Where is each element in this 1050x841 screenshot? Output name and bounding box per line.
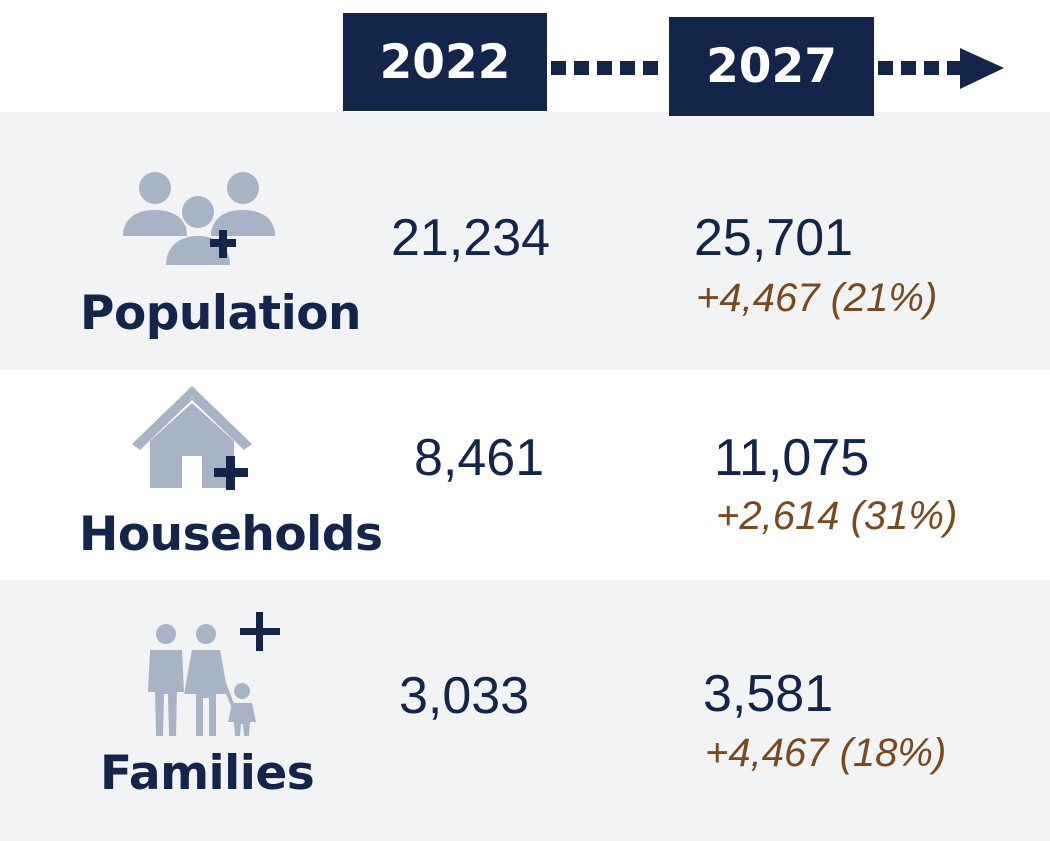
timeline-dash <box>574 61 589 75</box>
population-2022-value: 21,234 <box>391 209 551 267</box>
families-change: +4,467 (18%) <box>705 731 947 775</box>
households-change: +2,614 (31%) <box>716 494 958 538</box>
families-2022-value: 3,033 <box>399 667 530 725</box>
families-label: Families <box>100 746 315 801</box>
family-plus-icon <box>148 612 280 736</box>
timeline-dash <box>551 61 566 75</box>
families-2027-value: 3,581 <box>703 665 834 723</box>
year-2022-label: 2022 <box>343 13 547 111</box>
year-2027-label: 2027 <box>669 17 874 116</box>
population-2027-value: 25,701 <box>694 209 854 267</box>
timeline-dash <box>620 61 635 75</box>
arrowhead-icon <box>960 48 1004 89</box>
population-row-background <box>0 112 1050 370</box>
house-plus-icon <box>132 386 252 490</box>
timeline-dash <box>878 61 893 75</box>
households-2022-value: 8,461 <box>414 429 545 487</box>
timeline-dash <box>597 61 612 75</box>
households-label: Households <box>79 507 383 562</box>
timeline-dash <box>947 61 960 75</box>
timeline-dash <box>643 61 658 75</box>
population-change: +4,467 (21%) <box>696 276 938 320</box>
households-2027-value: 11,075 <box>714 429 870 487</box>
people-group-plus-icon <box>123 172 275 265</box>
timeline-dash <box>924 61 939 75</box>
timeline-dash <box>901 61 916 75</box>
population-label: Population <box>80 286 362 341</box>
